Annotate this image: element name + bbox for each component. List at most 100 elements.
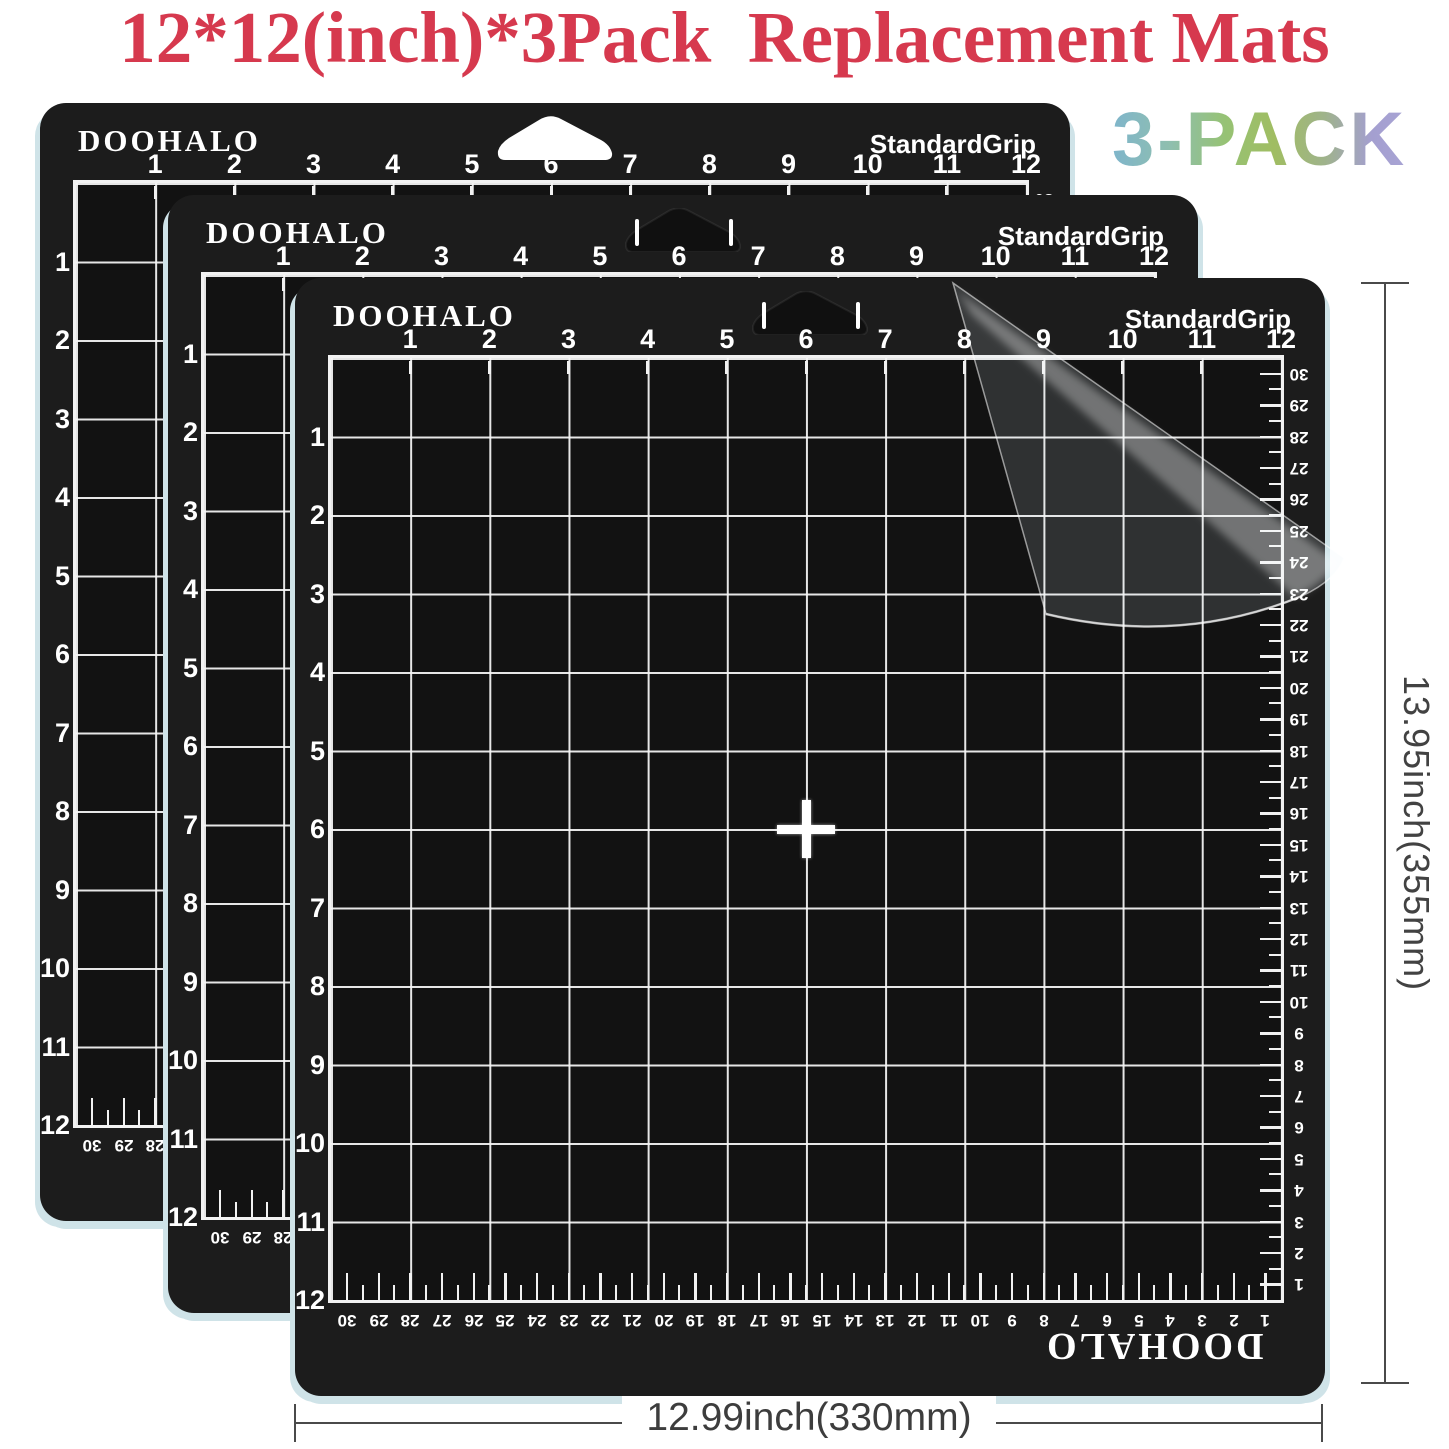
inch-number-top: 5 (464, 149, 480, 179)
cm-tick-bottom (282, 1190, 285, 1217)
cm-tick-right (1260, 937, 1281, 941)
cm-number-right: 16 (1289, 804, 1309, 824)
inch-tick-top (866, 186, 870, 199)
cm-number-right: 22 (1289, 615, 1309, 635)
cm-halftick-right (1269, 1142, 1281, 1144)
cm-tick-bottom (1105, 1273, 1109, 1300)
cm-halftick-right (1269, 671, 1281, 673)
cm-halftick-bottom (646, 1285, 649, 1300)
hanging-tab-mark-left (762, 302, 766, 329)
inch-number-top: 11 (932, 149, 962, 179)
inch-number-left: 3 (54, 403, 70, 434)
height-dimension-line (1384, 283, 1386, 1383)
inch-number-left: 2 (54, 325, 70, 355)
cm-tick-right (1260, 1157, 1281, 1161)
cm-number-bottom: 27 (432, 1311, 452, 1330)
cm-tick-right (1260, 435, 1281, 438)
cm-tick-bottom (852, 1273, 855, 1300)
inch-number-left: 2 (309, 500, 325, 530)
cm-number-right: 2 (1294, 1243, 1304, 1263)
inch-number-top: 9 (909, 241, 925, 271)
inch-number-top: 12 (1139, 241, 1170, 271)
inch-number-left: 4 (309, 657, 325, 687)
inch-number-top: 5 (719, 324, 735, 354)
inch-number-left: 10 (40, 953, 71, 983)
cm-halftick-bottom (234, 1202, 237, 1217)
cm-halftick-bottom (583, 1285, 586, 1300)
cm-tick-right (1260, 404, 1281, 407)
inch-number-top: 2 (354, 241, 370, 271)
inch-tick-top (962, 361, 966, 374)
inch-number-left: 4 (182, 574, 198, 604)
inch-number-left: 12 (295, 1285, 326, 1315)
cm-number-bottom: 9 (1007, 1311, 1017, 1330)
cm-tick-right (1260, 623, 1281, 627)
cm-tick-right (1260, 372, 1281, 376)
inch-tick-top (312, 186, 315, 199)
inch-tick-top (628, 186, 632, 199)
cm-halftick-bottom (836, 1285, 839, 1300)
cm-tick-right (1260, 780, 1281, 784)
inch-number-left: 4 (54, 482, 70, 512)
inch-number-top: 6 (543, 149, 559, 179)
inch-number-top: 7 (877, 324, 893, 354)
cm-halftick-right (1269, 859, 1281, 862)
cm-tick-bottom (1042, 1273, 1045, 1300)
cm-number-right: 6 (1294, 1118, 1304, 1138)
cm-halftick-bottom (520, 1285, 522, 1300)
cm-halftick-bottom (678, 1285, 681, 1300)
cm-number-right: 21 (1289, 647, 1309, 667)
hanging-tab-mark-right (856, 302, 860, 329)
hanging-tab-mark-right (729, 219, 733, 246)
cm-tick-right (1260, 749, 1281, 752)
brand-logo: DOOHALO (78, 123, 261, 158)
cm-halftick-bottom (805, 1285, 807, 1300)
cm-number-right: 5 (1294, 1149, 1304, 1169)
cm-number-bottom: 25 (495, 1311, 515, 1330)
cm-number-right: 28 (1289, 427, 1309, 447)
hanging-tab-shape (751, 290, 869, 336)
inch-tick-top (1200, 361, 1204, 374)
inch-number-top: 10 (1107, 324, 1138, 354)
cm-halftick-bottom (1216, 1285, 1219, 1300)
cm-number-bottom: 30 (210, 1228, 230, 1247)
cm-number-right: 13 (1289, 898, 1309, 918)
cm-number-right: 3 (1294, 1212, 1304, 1232)
cm-tick-bottom (979, 1273, 982, 1300)
cm-tick-right (1260, 592, 1281, 595)
cm-halftick-right (1269, 639, 1281, 642)
inch-tick-top (153, 186, 157, 199)
hanging-tab-mark-left (635, 219, 639, 246)
cm-tick-right (1260, 466, 1281, 470)
cm-tick-bottom (1010, 1273, 1014, 1300)
cm-halftick-right (1269, 608, 1281, 611)
inch-number-top: 6 (798, 324, 814, 354)
hanging-tab-shape (624, 207, 742, 253)
inch-number-left: 9 (54, 874, 70, 905)
inch-number-left: 7 (309, 892, 325, 923)
cm-number-right: 7 (1294, 1086, 1304, 1106)
hanging-tab (624, 207, 742, 253)
cm-number-bottom: 18 (717, 1311, 737, 1330)
brand-logo: DOOHALO (206, 215, 389, 250)
cm-number-bottom: 11 (939, 1311, 958, 1330)
cm-tick-bottom (789, 1273, 792, 1300)
inch-number-left: 7 (54, 717, 70, 748)
cm-tick-right (1260, 1063, 1281, 1066)
mat-3: DOOHALO StandardGrip 1 2 3 4 5 6 7 8 9 10 11 12 1 2 3 4 5 6… (295, 278, 1325, 1396)
cm-number-right: 17 (1289, 772, 1309, 792)
cm-number-right: 26 (1289, 490, 1309, 510)
cm-tick-bottom (154, 1098, 157, 1125)
hanging-tab-shape (497, 116, 613, 160)
inch-number-left: 9 (309, 1049, 325, 1080)
cm-halftick-right (1269, 388, 1281, 391)
cm-halftick-right (1269, 890, 1281, 893)
inch-number-top: 2 (226, 149, 242, 179)
cm-tick-bottom (694, 1273, 697, 1300)
cm-number-right: 30 (1289, 364, 1309, 384)
cm-tick-bottom (1264, 1273, 1267, 1300)
inch-tick-top (549, 186, 553, 199)
cm-halftick-bottom (456, 1285, 459, 1300)
cm-tick-bottom (725, 1273, 729, 1300)
cm-halftick-right (1269, 922, 1281, 925)
